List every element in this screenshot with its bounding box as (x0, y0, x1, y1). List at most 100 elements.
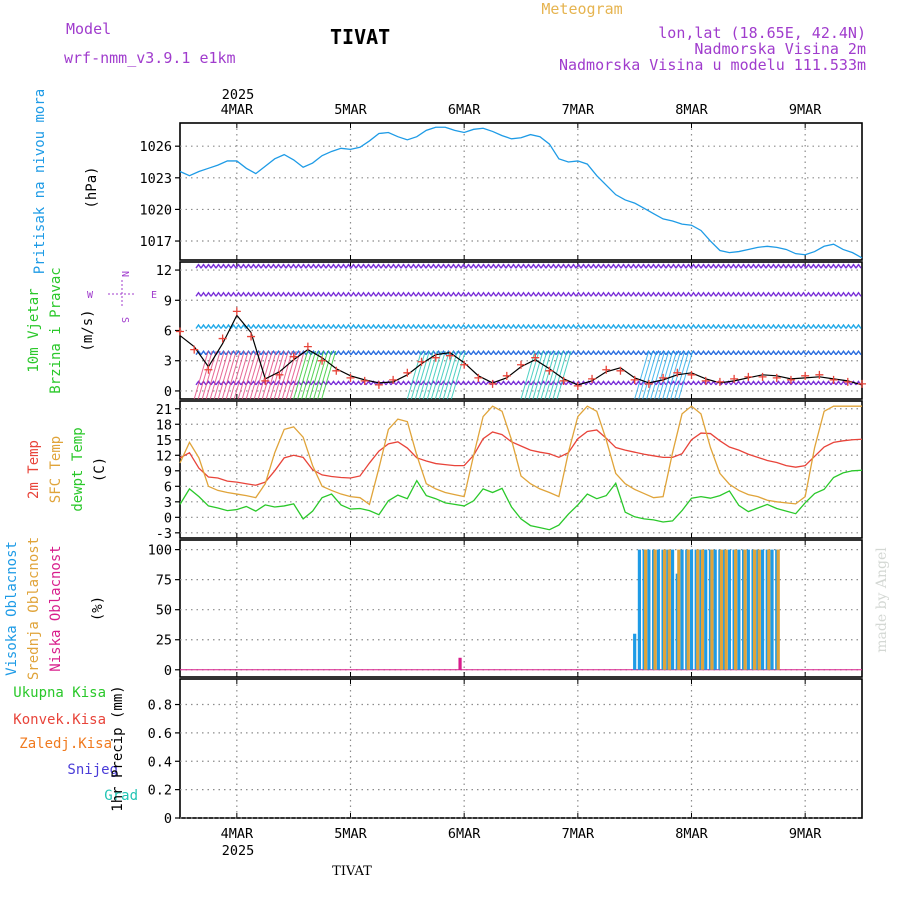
wind-sample-marker (545, 366, 554, 375)
high-cloud-bar (746, 549, 750, 670)
y-tick-label: -3 (156, 526, 172, 542)
cloud-axis-label-1: Visoka Oblacnost (4, 541, 20, 676)
wind-sample-marker (531, 353, 540, 362)
wind-sample-marker (403, 368, 412, 377)
wind-sample-marker (389, 375, 398, 384)
wind-sample-marker (346, 373, 355, 382)
wind-sample-marker (261, 376, 270, 385)
location-title: TIVAT (330, 25, 390, 49)
temperature-unit-label: (C) (92, 457, 108, 482)
year-label-bottom: 2025 (222, 843, 255, 859)
wind-barb-row (195, 323, 862, 329)
wind-sample-marker (858, 379, 866, 388)
footer-location: TIVAT (332, 864, 372, 879)
wind-sample-marker (204, 365, 213, 374)
cloud-unit-label: (%) (90, 596, 106, 621)
wind-sample-marker (772, 373, 781, 382)
high-cloud-bar (727, 549, 731, 670)
top-date-label: 5MAR (334, 102, 367, 118)
wind-sample-marker (715, 377, 724, 386)
watermark: made by Angel (874, 547, 890, 653)
bottom-date-label: 8MAR (675, 826, 708, 842)
wind-barb-row (195, 380, 862, 386)
t2m-line (179, 429, 863, 486)
y-tick-label: 0.8 (148, 698, 172, 714)
mid-cloud-bar (757, 549, 761, 670)
high-cloud-bar (760, 549, 765, 670)
low-cloud-bar (458, 657, 462, 670)
high-cloud-bar (713, 549, 717, 670)
wind-sample-marker (701, 376, 710, 385)
mid-cloud-bar (677, 549, 681, 670)
wind-sample-marker (644, 379, 653, 388)
y-tick-label: 1017 (139, 234, 172, 250)
mid-cloud-bar (752, 549, 757, 670)
panel-wind: 0 3 6 9 12 (156, 261, 863, 400)
pressure-axis-label: Pritisak na nivou mora (32, 89, 48, 274)
wind-sample-marker (573, 381, 582, 390)
pressure-series-group: Pritisak na nivou mora (hPa) (32, 89, 863, 274)
wind-sample-marker (360, 376, 369, 385)
high-cloud-bar (670, 549, 675, 670)
wind-sample-marker (559, 376, 568, 385)
bottom-date-label: 9MAR (789, 826, 822, 842)
wind-sample-marker (176, 327, 184, 336)
wind-sample-marker (247, 332, 256, 341)
year-label-top: 2025 (222, 87, 255, 103)
bottom-date-label: 4MAR (221, 826, 254, 842)
wind-sample-marker (488, 379, 497, 388)
high-cloud-bar (680, 549, 684, 670)
wind-sample-marker (659, 373, 668, 382)
wind-sample-marker (431, 353, 440, 362)
wind-barb-row (195, 263, 862, 269)
mid-cloud-bar (734, 549, 738, 670)
precip-legend-label: Ukupna Kisa (13, 685, 106, 701)
precip-legend-label: Zaledj.Kisa (19, 736, 112, 752)
bottom-date-label: 5MAR (334, 826, 367, 842)
temperature-axis-label-3: dewpt Temp (70, 427, 86, 511)
bottom-date-label: 7MAR (562, 826, 595, 842)
cloud-axis-label-3: Niska Oblacnost (48, 545, 64, 671)
wind-sample-marker (474, 373, 483, 382)
wind-sample-marker (445, 351, 454, 360)
top-date-label: 8MAR (675, 102, 708, 118)
high-cloud-bar (704, 549, 708, 670)
sfc-line (179, 405, 862, 506)
wind-sample-marker (602, 365, 611, 374)
wind-sample-marker (460, 360, 469, 369)
high-cloud-bar (737, 549, 741, 670)
mid-cloud-bar (686, 549, 690, 670)
y-tick-label: 1020 (139, 202, 172, 218)
compass-east: E (151, 290, 157, 301)
top-time-axis: 4MAR 5MAR 6MAR 7MAR 8MAR 9MAR (221, 102, 823, 118)
high-cloud-bar (770, 549, 774, 670)
panel-frame (179, 400, 863, 539)
wind-barb-row (195, 291, 862, 297)
y-tick-label: 1026 (139, 139, 172, 155)
panel-frame (179, 678, 863, 819)
pressure-line (179, 126, 863, 259)
y-tick-label: 0 (164, 663, 172, 679)
y-tick-label: 0 (164, 384, 172, 400)
wind-sample-marker (218, 334, 227, 343)
model-name: wrf-nmm_v3.9.1 e1km (64, 49, 236, 67)
y-tick-label: 1023 (139, 171, 172, 187)
y-tick-label: 12 (156, 448, 172, 464)
wind-sample-marker (588, 374, 597, 383)
model-elevation-label: Nadmorska Visina u modelu 111.533m (559, 56, 866, 74)
wind-sample-marker (332, 366, 341, 375)
y-tick-label: 3 (164, 495, 172, 511)
y-tick-label: 0 (164, 811, 172, 827)
y-tick-label: 6 (164, 324, 172, 340)
wind-sample-marker (275, 370, 284, 379)
wind-sample-marker (190, 345, 199, 354)
wind-sample-marker (289, 352, 298, 361)
precip-legend-label: Konvek.Kisa (13, 712, 106, 728)
y-tick-label: 15 (156, 433, 172, 449)
y-tick-label: 12 (156, 263, 172, 279)
mid-cloud-bar (776, 549, 780, 670)
top-date-label: 6MAR (448, 102, 481, 118)
pressure-unit-label: (hPa) (84, 166, 100, 208)
wind-sample-marker (232, 307, 241, 316)
wind-hatch (193, 350, 305, 400)
